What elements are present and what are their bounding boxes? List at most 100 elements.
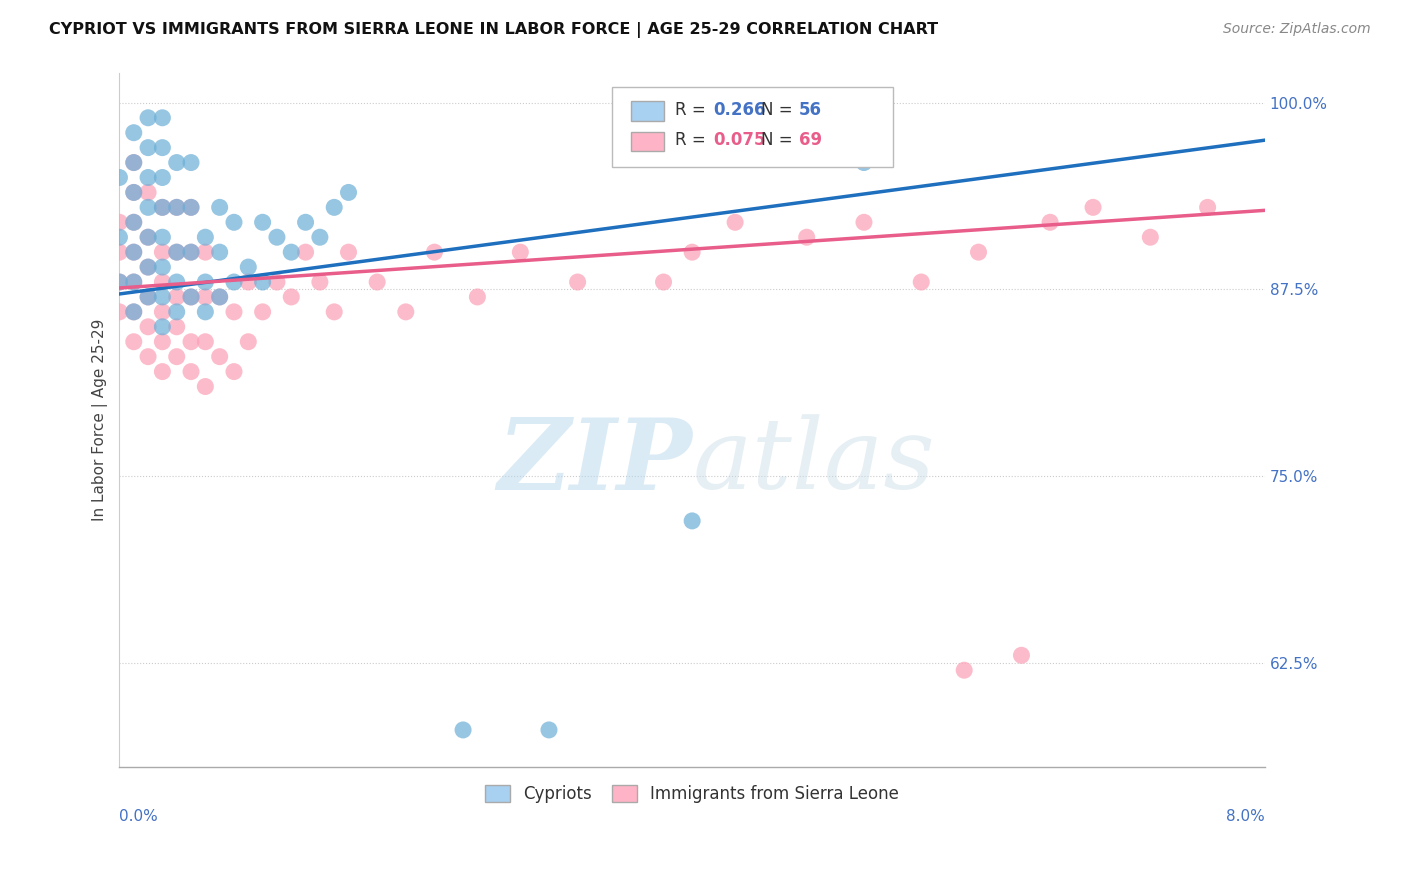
- Point: [395, 305, 418, 319]
- Point: [852, 155, 875, 169]
- Point: [366, 275, 388, 289]
- Point: [152, 305, 174, 319]
- Point: [180, 200, 202, 214]
- Point: [180, 245, 202, 260]
- Point: [136, 260, 159, 274]
- Point: [136, 290, 159, 304]
- Point: [194, 230, 217, 244]
- Point: [122, 186, 145, 200]
- Point: [122, 215, 145, 229]
- Point: [180, 290, 202, 304]
- Point: [252, 275, 274, 289]
- Point: [152, 275, 174, 289]
- Point: [108, 230, 131, 244]
- Point: [136, 111, 159, 125]
- Point: [252, 305, 274, 319]
- Point: [152, 365, 174, 379]
- Text: 8.0%: 8.0%: [1226, 809, 1265, 824]
- Point: [238, 275, 260, 289]
- Point: [194, 245, 217, 260]
- Point: [1081, 200, 1104, 214]
- Point: [194, 334, 217, 349]
- Text: 69: 69: [799, 131, 821, 149]
- Point: [222, 305, 245, 319]
- Text: 0.266: 0.266: [713, 101, 765, 119]
- Point: [122, 186, 145, 200]
- Point: [681, 245, 703, 260]
- FancyBboxPatch shape: [612, 87, 893, 167]
- Point: [122, 334, 145, 349]
- Point: [194, 290, 217, 304]
- Point: [222, 365, 245, 379]
- Point: [208, 350, 231, 364]
- Point: [180, 334, 202, 349]
- Point: [337, 245, 360, 260]
- Point: [152, 260, 174, 274]
- Point: [180, 200, 202, 214]
- Point: [180, 290, 202, 304]
- Point: [238, 334, 260, 349]
- FancyBboxPatch shape: [631, 102, 664, 121]
- Point: [166, 350, 188, 364]
- Point: [136, 200, 159, 214]
- Point: [910, 275, 932, 289]
- Point: [681, 514, 703, 528]
- Point: [724, 215, 747, 229]
- Point: [967, 245, 990, 260]
- Point: [194, 379, 217, 393]
- Point: [152, 334, 174, 349]
- Point: [294, 215, 316, 229]
- Point: [266, 230, 288, 244]
- Point: [166, 155, 188, 169]
- Point: [122, 215, 145, 229]
- Point: [122, 155, 145, 169]
- Point: [652, 275, 675, 289]
- Point: [136, 290, 159, 304]
- Point: [567, 275, 589, 289]
- Point: [108, 275, 131, 289]
- Point: [122, 245, 145, 260]
- Point: [180, 245, 202, 260]
- Point: [122, 305, 145, 319]
- Point: [180, 155, 202, 169]
- Text: N =: N =: [761, 101, 797, 119]
- Point: [451, 723, 474, 737]
- Point: [136, 141, 159, 155]
- Point: [323, 200, 346, 214]
- Point: [280, 290, 302, 304]
- Point: [122, 305, 145, 319]
- Point: [208, 245, 231, 260]
- Point: [194, 275, 217, 289]
- Point: [222, 215, 245, 229]
- Point: [136, 350, 159, 364]
- Text: 0.075: 0.075: [713, 131, 765, 149]
- Point: [152, 141, 174, 155]
- Point: [166, 200, 188, 214]
- Point: [537, 723, 560, 737]
- Point: [122, 126, 145, 140]
- Point: [152, 170, 174, 185]
- Point: [108, 275, 131, 289]
- Point: [136, 170, 159, 185]
- Point: [1011, 648, 1033, 663]
- Point: [1139, 230, 1161, 244]
- Text: 0.0%: 0.0%: [120, 809, 159, 824]
- Point: [467, 290, 489, 304]
- Point: [309, 275, 332, 289]
- Text: N =: N =: [761, 131, 797, 149]
- Point: [423, 245, 446, 260]
- Point: [122, 245, 145, 260]
- Text: CYPRIOT VS IMMIGRANTS FROM SIERRA LEONE IN LABOR FORCE | AGE 25-29 CORRELATION C: CYPRIOT VS IMMIGRANTS FROM SIERRA LEONE …: [49, 22, 938, 38]
- Point: [953, 663, 976, 677]
- Point: [252, 215, 274, 229]
- Point: [194, 305, 217, 319]
- Point: [136, 319, 159, 334]
- Legend: Cypriots, Immigrants from Sierra Leone: Cypriots, Immigrants from Sierra Leone: [477, 776, 908, 811]
- Point: [294, 245, 316, 260]
- Point: [852, 215, 875, 229]
- Point: [766, 141, 789, 155]
- Point: [208, 200, 231, 214]
- FancyBboxPatch shape: [631, 132, 664, 152]
- Point: [152, 230, 174, 244]
- Point: [166, 200, 188, 214]
